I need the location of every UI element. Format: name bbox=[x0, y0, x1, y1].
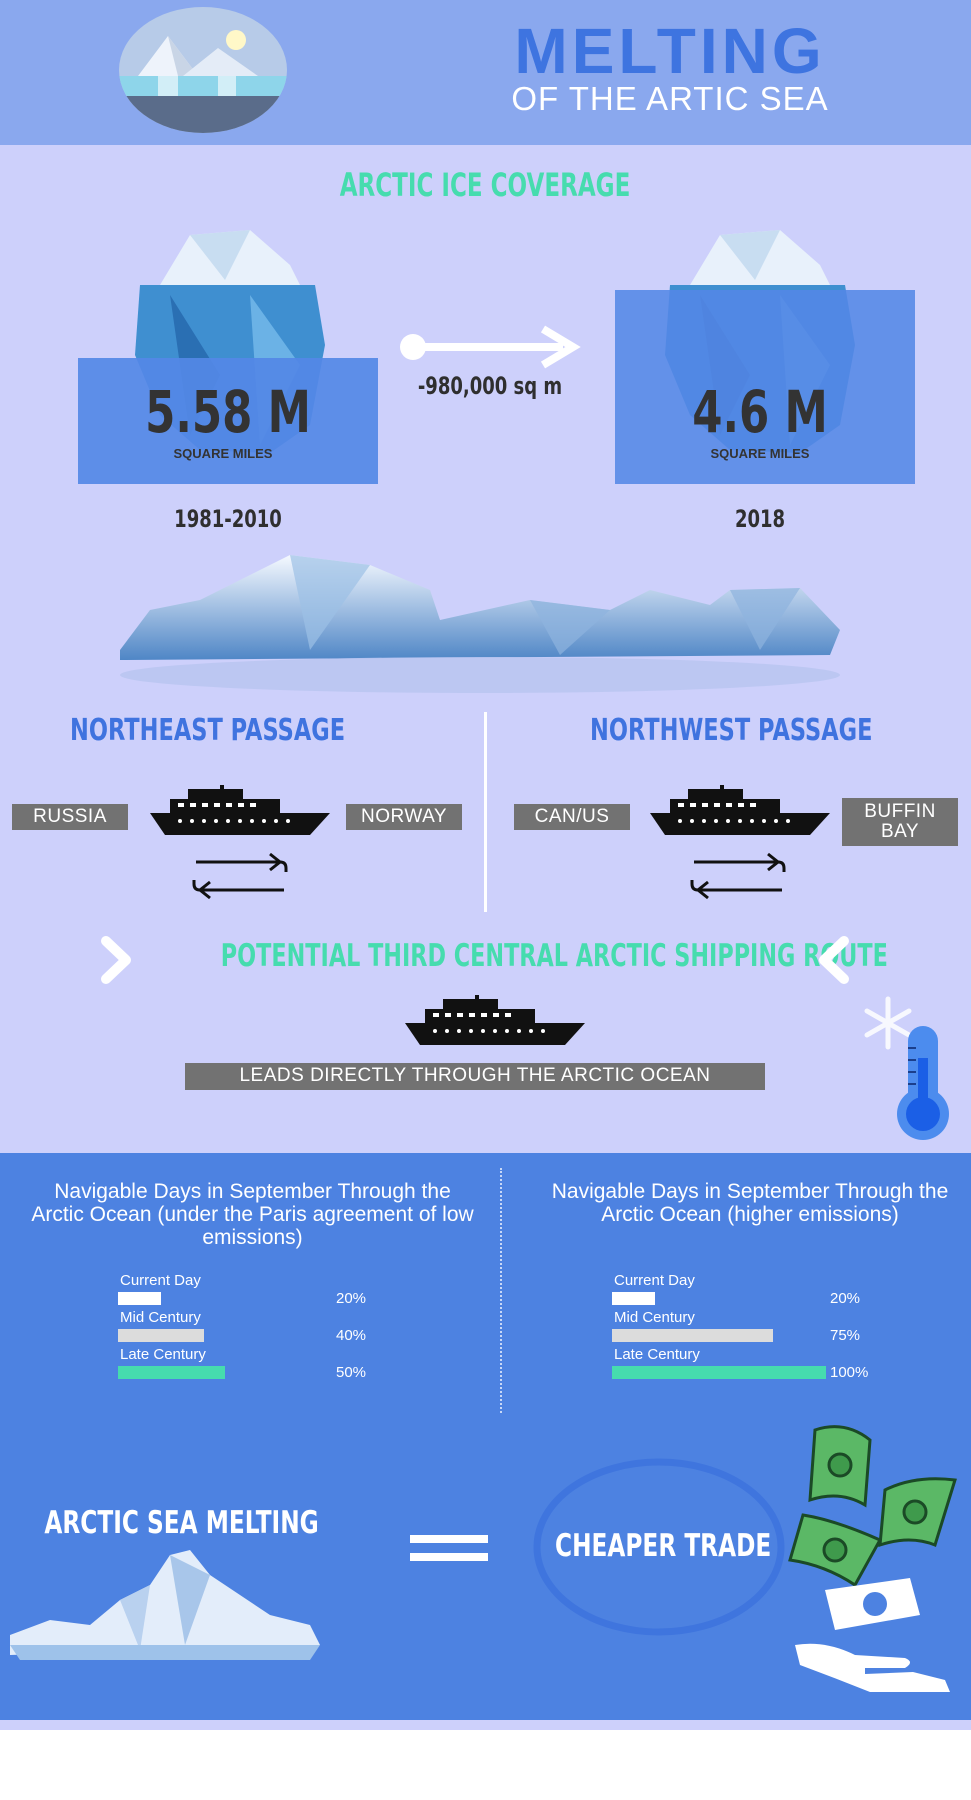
chart-divider bbox=[500, 1168, 502, 1413]
northeast-title: NORTHEAST PASSAGE bbox=[70, 713, 346, 748]
to-tag: NORWAY bbox=[346, 804, 462, 830]
ice-shelf-icon bbox=[120, 555, 840, 693]
after-value: 4.6 M bbox=[692, 378, 828, 446]
bar-label: Mid Century bbox=[120, 1309, 201, 1326]
bar bbox=[118, 1292, 161, 1305]
page-title: MELTING bbox=[514, 15, 826, 87]
bar bbox=[612, 1329, 773, 1342]
to-tag-line2: BAY bbox=[880, 821, 920, 842]
page-subtitle: OF THE ARTIC SEA bbox=[511, 80, 829, 117]
cheaper-trade-ring bbox=[533, 1458, 785, 1636]
swap-arrows-icon bbox=[192, 852, 288, 900]
chevron-right-icon bbox=[101, 936, 131, 984]
chart-title: Navigable Days in September Through the … bbox=[551, 1180, 949, 1226]
bar-value-label: 40% bbox=[336, 1327, 367, 1344]
ship-icon bbox=[650, 785, 830, 835]
footer-strip bbox=[0, 1720, 971, 1730]
passage-divider bbox=[484, 712, 487, 912]
bar-label: Current Day bbox=[120, 1272, 201, 1289]
bar bbox=[612, 1292, 655, 1305]
coverage-title: ARCTIC ICE COVERAGE bbox=[339, 166, 631, 204]
third-route-note: LEADS DIRECTLY THROUGH THE ARCTIC OCEAN bbox=[185, 1063, 765, 1090]
bar bbox=[118, 1329, 204, 1342]
bar-label: Current Day bbox=[614, 1272, 695, 1289]
before-period: 1981-2010 bbox=[174, 505, 282, 533]
after-unit: SQUARE MILES bbox=[710, 446, 810, 461]
to-tag: BUFFIN BAY bbox=[842, 798, 958, 846]
arrow-right-icon bbox=[400, 325, 581, 369]
money-bills-icon bbox=[788, 1425, 957, 1588]
equals-icon bbox=[410, 1535, 488, 1561]
from-tag: RUSSIA bbox=[12, 804, 128, 830]
to-tag-line1: BUFFIN bbox=[864, 801, 936, 822]
swap-arrows-icon bbox=[690, 852, 786, 900]
bar-label: Mid Century bbox=[614, 1309, 695, 1326]
bar bbox=[612, 1366, 826, 1379]
bar bbox=[118, 1366, 225, 1379]
ship-icon bbox=[405, 995, 585, 1045]
chevron-left-icon bbox=[819, 936, 849, 984]
from-tag: CAN/US bbox=[514, 804, 630, 830]
coverage-change: -980,000 sq m bbox=[417, 372, 563, 400]
chart-low-emissions: Current Day 20% Mid Century 40% Late Century… bbox=[118, 1272, 438, 1392]
hand-money-icon bbox=[795, 1578, 950, 1692]
chart-high-emissions: Current Day 20% Mid Century 75% Late Century… bbox=[612, 1272, 932, 1392]
chart-title: Navigable Days in September Through the … bbox=[31, 1180, 474, 1249]
bar-label: Late Century bbox=[120, 1346, 206, 1363]
bar-label: Late Century bbox=[614, 1346, 700, 1363]
bar-value-label: 20% bbox=[336, 1290, 367, 1307]
iceberg-logo-icon bbox=[119, 7, 287, 133]
after-value-box bbox=[615, 290, 915, 484]
iceberg-icon bbox=[10, 1550, 320, 1660]
third-route-title: POTENTIAL THIRD CENTRAL ARCTIC SHIPPING … bbox=[220, 938, 888, 974]
snowflake-icon bbox=[864, 996, 912, 1050]
bar-value-label: 50% bbox=[336, 1364, 367, 1381]
northwest-title: NORTHWEST PASSAGE bbox=[590, 713, 873, 748]
bar-value-label: 75% bbox=[830, 1327, 861, 1344]
bar-value-label: 100% bbox=[830, 1364, 869, 1381]
bar-value-label: 20% bbox=[830, 1290, 861, 1307]
conclusion-left-label: ARCTIC SEA MELTING bbox=[44, 1505, 319, 1541]
ship-icon bbox=[150, 785, 330, 835]
before-unit: SQUARE MILES bbox=[173, 446, 273, 461]
after-period: 2018 bbox=[734, 505, 786, 533]
conclusion-right-label: CHEAPER TRADE bbox=[555, 1528, 772, 1564]
before-value: 5.58 M bbox=[145, 378, 311, 446]
before-value-box bbox=[78, 358, 378, 484]
thermometer-icon bbox=[897, 1026, 949, 1140]
